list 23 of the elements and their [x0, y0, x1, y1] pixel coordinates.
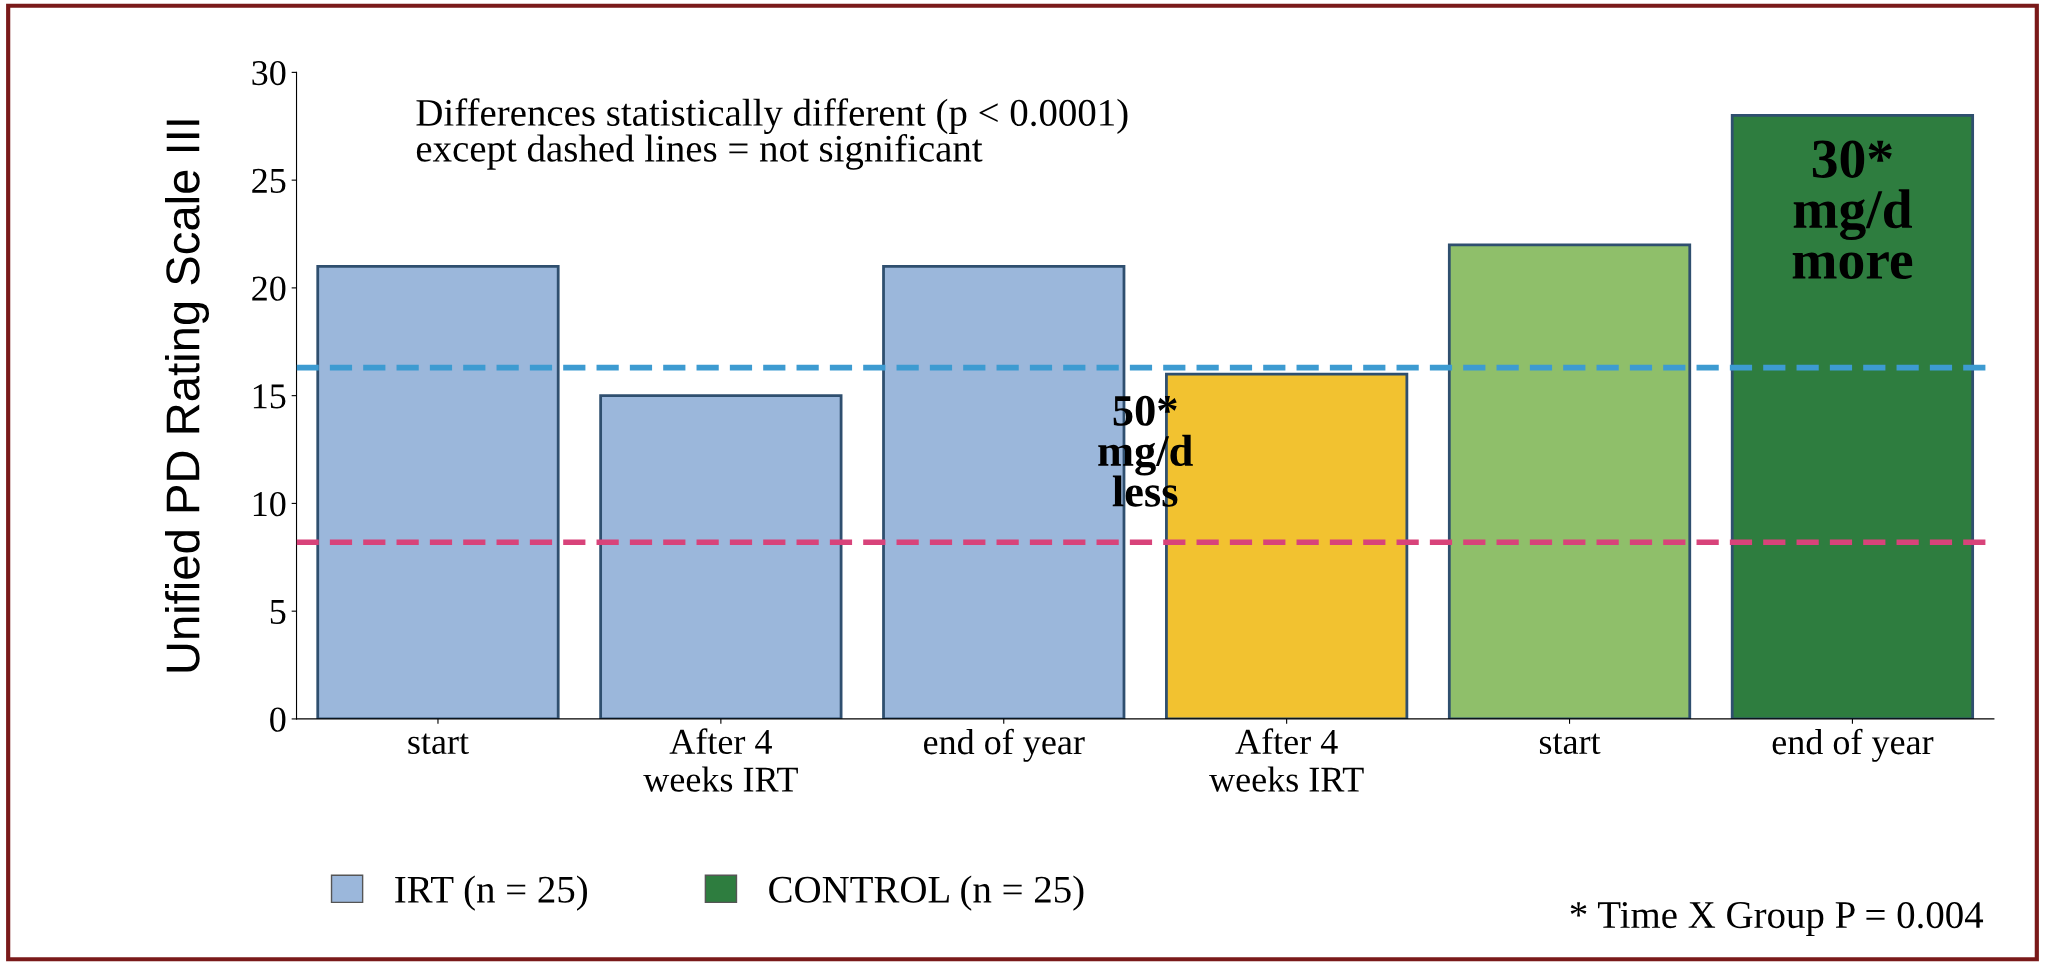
x-tick-label: After 4 weeks IRT: [1209, 728, 1364, 792]
bar: [1447, 243, 1692, 719]
x-tick-label: end of year: [1772, 728, 1934, 762]
y-tick-label: 5: [270, 600, 286, 625]
x-tick-label: After 4 weeks IRT: [643, 728, 798, 792]
y-tick-label: 15: [253, 384, 286, 409]
y-tick-label: 20: [252, 276, 286, 301]
y-tick-label: 0: [270, 707, 286, 732]
x-tick-label: start: [408, 733, 469, 755]
annotation: Differences statistically different (p < 0.0001) except dashed lines = not significant: [416, 98, 1128, 170]
bar: [316, 264, 560, 719]
x-tick-label: start: [1539, 733, 1601, 755]
bar: [1730, 114, 1975, 719]
bar: [599, 394, 843, 719]
legend-label: IRT (n = 25): [395, 875, 587, 911]
annotation: 30* mg/d more: [1792, 140, 1913, 280]
x-tick-label: end of year: [923, 728, 1085, 762]
y-tick-label: 10: [253, 491, 286, 517]
y-axis-title: Unified PD Rating Scale III: [165, 120, 210, 672]
text: * Time X Group P = 0.004: [1570, 901, 1984, 937]
y-tick-label: 30: [252, 60, 286, 86]
y-tick-label: 25: [252, 168, 286, 194]
legend-label: CONTROL (n = 25): [769, 875, 1084, 911]
